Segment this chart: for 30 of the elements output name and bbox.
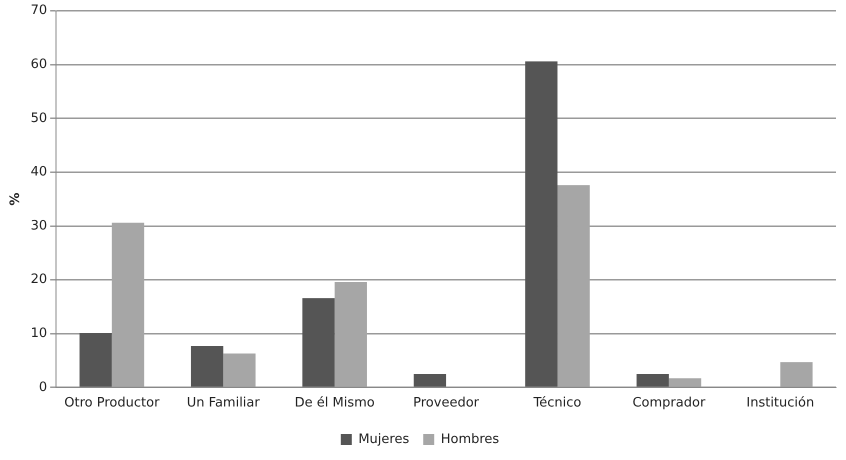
bar	[668, 378, 702, 387]
bar	[557, 185, 590, 387]
bar	[334, 282, 367, 387]
bar	[636, 374, 669, 387]
y-tick-label: 40	[30, 164, 48, 180]
y-tick-label: 60	[30, 56, 48, 72]
y-tick-label: 50	[30, 110, 48, 126]
bar	[112, 222, 144, 387]
y-tick-label: 70	[30, 3, 48, 18]
x-tick-label: Proveedor	[413, 396, 480, 411]
y-tick-label: 10	[30, 326, 48, 341]
x-tick-label: Otro Productor	[64, 396, 160, 411]
x-tick-label: Técnico	[532, 396, 582, 411]
bar	[780, 362, 813, 387]
y-tick-label: 20	[30, 272, 48, 288]
bar	[302, 298, 335, 387]
bar	[525, 61, 558, 387]
bar	[80, 333, 112, 387]
x-tick-label: Un Familiar	[186, 396, 260, 411]
bar	[190, 346, 224, 387]
bar	[414, 374, 446, 387]
bar	[223, 354, 256, 387]
y-axis-title: %	[8, 192, 24, 206]
x-tick-label: De él Mismo	[294, 396, 375, 411]
x-tick-label: Institución	[746, 396, 814, 411]
x-tick-label: Comprador	[632, 396, 706, 411]
legend-label: Mujeres	[358, 432, 410, 447]
y-tick-label: 0	[38, 380, 48, 395]
legend-label: Hombres	[440, 432, 500, 447]
y-tick-label: 30	[30, 218, 48, 234]
